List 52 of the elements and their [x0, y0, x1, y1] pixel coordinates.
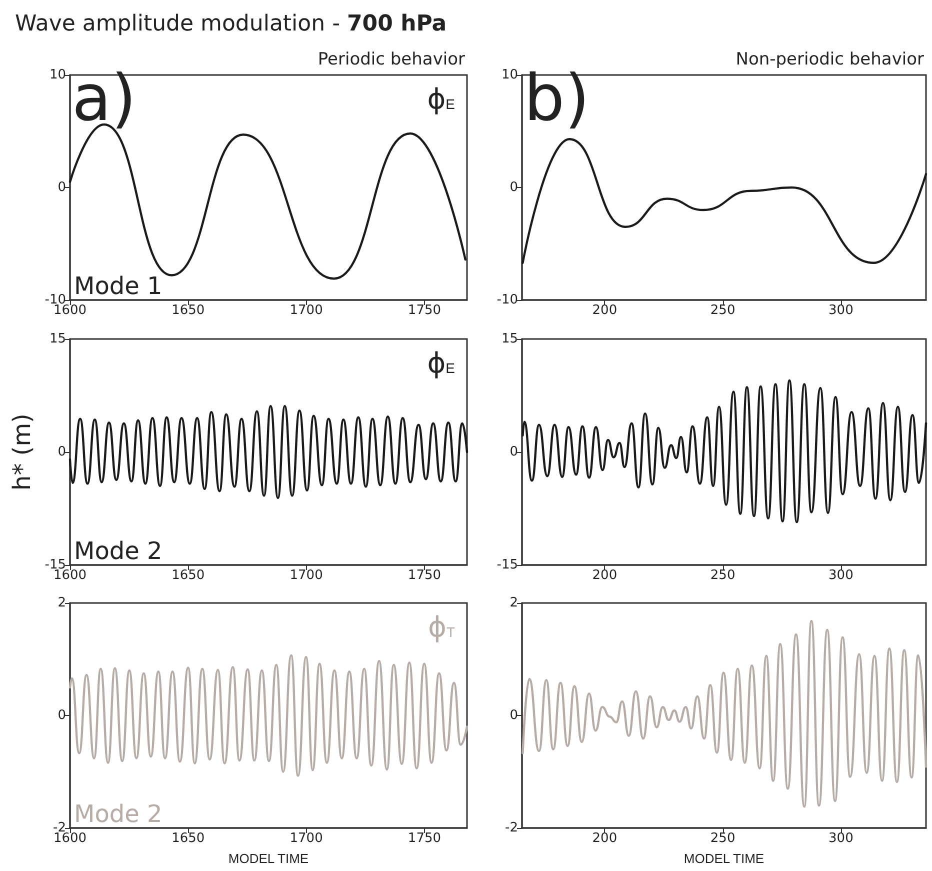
annotation: Mode 2 — [74, 537, 162, 565]
y-tick-label: 2 — [58, 596, 66, 610]
x-axis-title: MODEL TIME — [684, 851, 764, 866]
line-series — [68, 654, 468, 777]
x-axis-title: MODEL TIME — [228, 851, 309, 866]
y-tick-label: 0 — [58, 708, 66, 723]
annotation: Mode 2 — [74, 800, 162, 828]
line-series — [522, 379, 928, 524]
chart-title: Wave amplitude modulation - 700 hPa — [15, 12, 447, 36]
y-tick-label: 0 — [510, 444, 518, 460]
x-tick-label: 200 — [592, 568, 618, 583]
annotation: ϕT — [428, 610, 456, 644]
y-axis-title: h* (m) — [8, 414, 36, 490]
annotation: a) — [72, 62, 136, 136]
x-tick-label: 1650 — [172, 831, 205, 846]
x-tick-label: 1650 — [172, 568, 205, 583]
x-tick-label: 250 — [710, 568, 736, 583]
line-series — [68, 404, 468, 500]
chart-subtitle: Periodic behavior — [318, 50, 466, 70]
y-tick-label: 2 — [510, 596, 518, 610]
y-tick-label: 10 — [501, 68, 518, 82]
x-tick-label: 250 — [710, 303, 736, 318]
y-tick-label: 15 — [501, 332, 518, 346]
x-tick-label: 1700 — [290, 303, 323, 318]
y-tick-label: -2 — [505, 820, 518, 836]
line-series — [522, 138, 928, 264]
x-tick-label: 1700 — [290, 831, 323, 846]
x-tick-label: 1700 — [290, 568, 323, 583]
x-tick-label: 1650 — [172, 303, 205, 318]
x-tick-label: 1750 — [408, 568, 442, 583]
y-tick-label: 0 — [510, 180, 518, 195]
x-tick-label: 300 — [828, 568, 854, 583]
x-tick-label: 300 — [828, 303, 854, 318]
y-tick-label: 15 — [49, 332, 66, 346]
x-tick-label: 200 — [592, 831, 618, 846]
chart-subtitle: Non-periodic behavior — [736, 50, 924, 70]
x-tick-label: 1750 — [408, 831, 442, 846]
annotation: Mode 1 — [74, 272, 162, 300]
y-tick-label: -10 — [496, 292, 518, 308]
x-tick-label: 300 — [828, 831, 854, 846]
line-series — [522, 620, 928, 808]
x-tick-label: 1750 — [408, 303, 442, 318]
y-tick-label: 0 — [58, 444, 66, 460]
y-tick-label: -15 — [496, 558, 518, 572]
annotation: b) — [524, 62, 590, 136]
y-tick-label: 0 — [58, 180, 66, 195]
x-tick-label: 250 — [710, 831, 736, 846]
annotation: ϕE — [427, 346, 456, 380]
y-tick-label: 10 — [49, 68, 66, 82]
x-tick-label: 200 — [592, 303, 618, 318]
annotation: ϕE — [427, 82, 456, 116]
y-tick-label: 0 — [510, 708, 518, 723]
